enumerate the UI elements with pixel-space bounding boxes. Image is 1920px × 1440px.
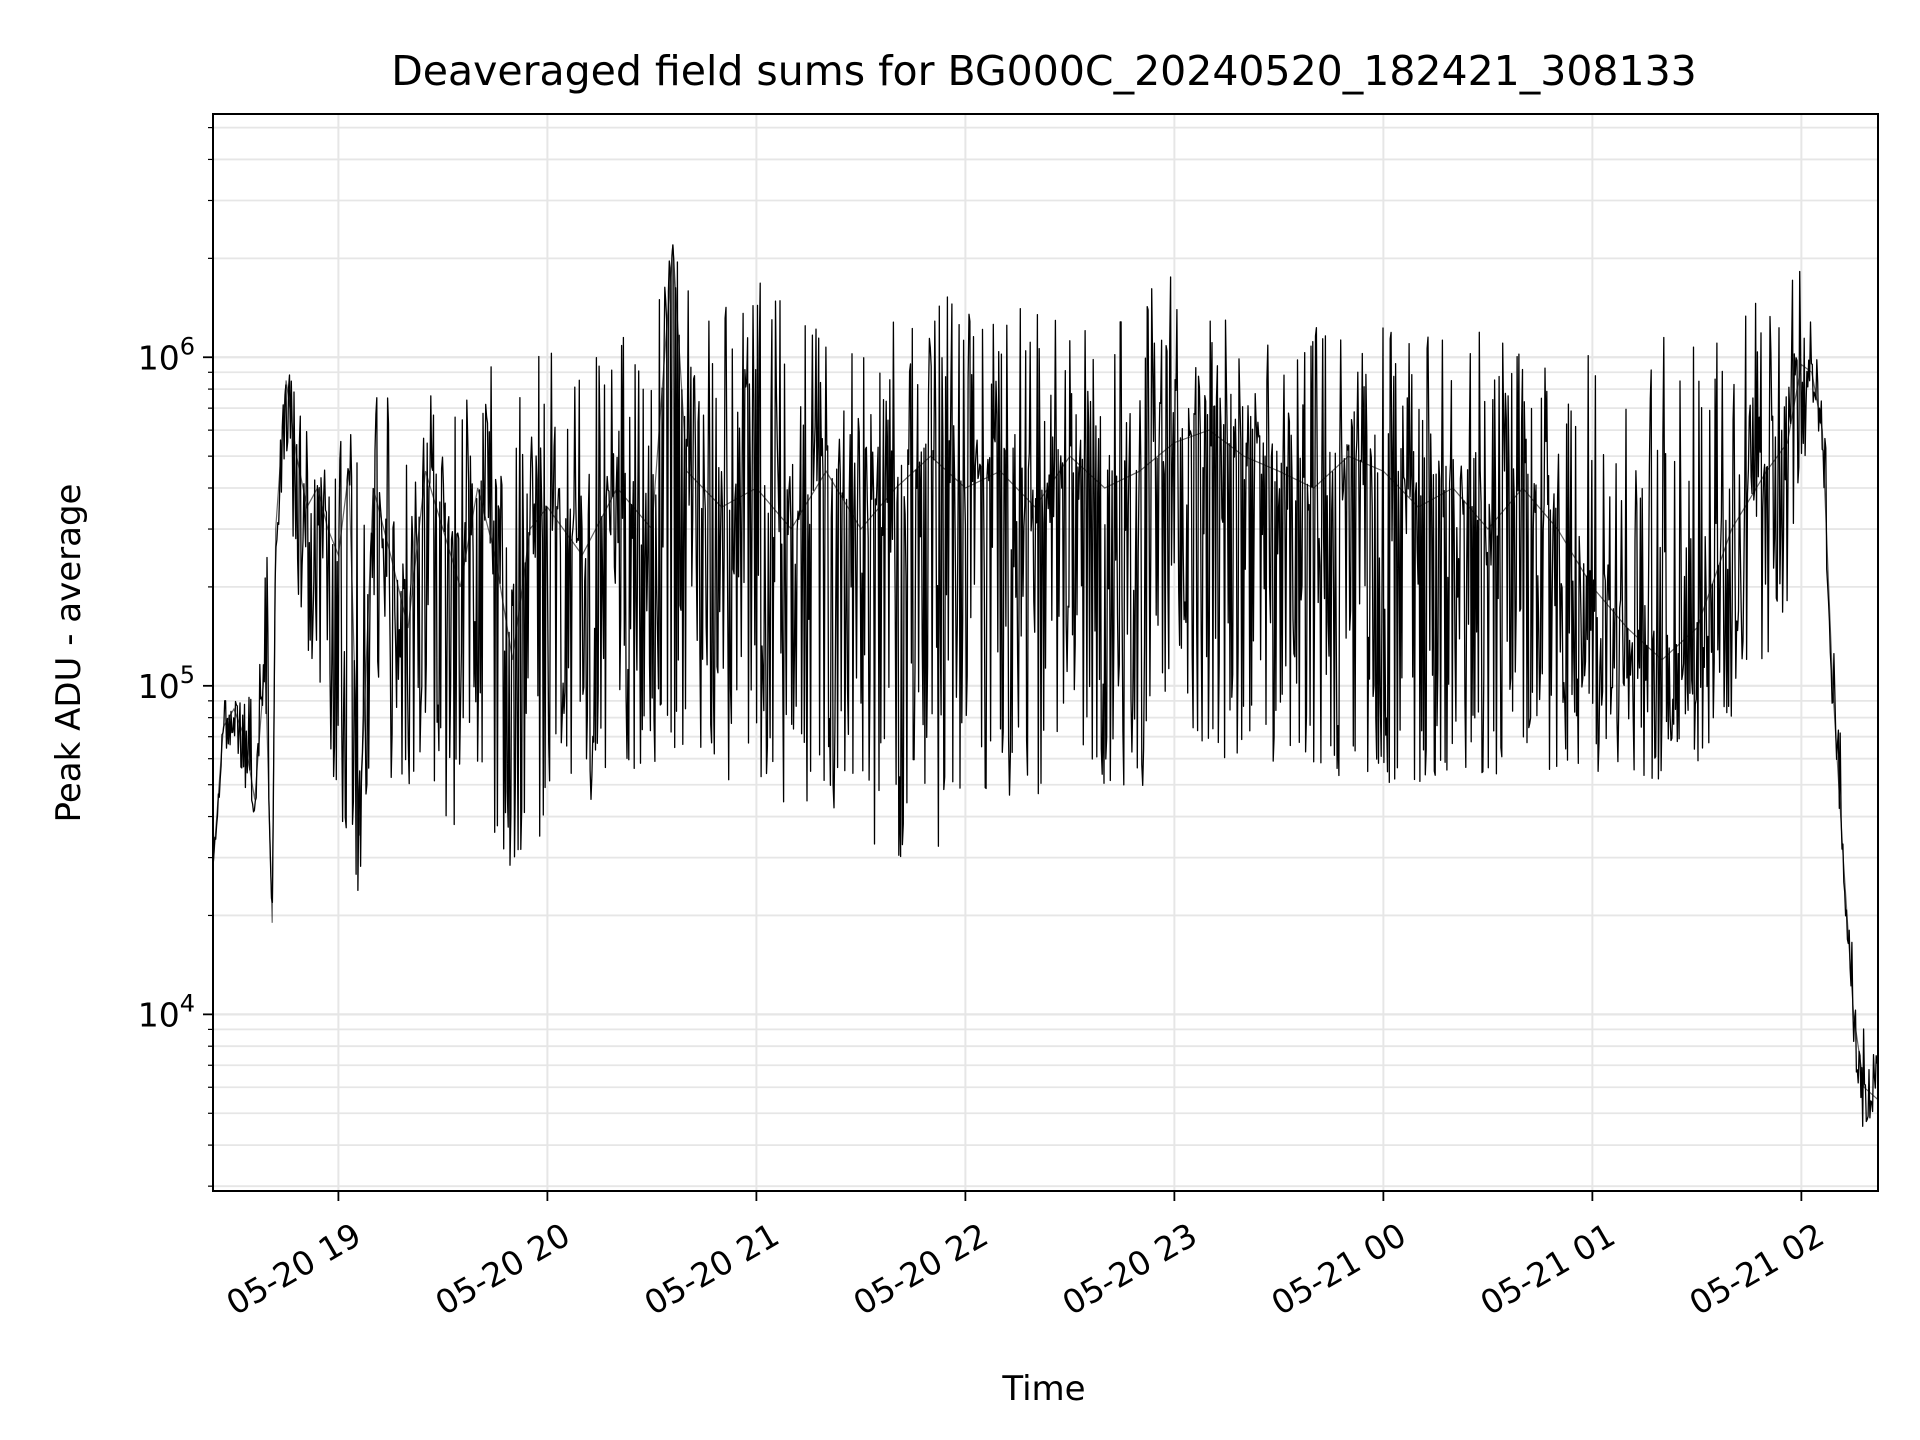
x-axis-label: Time [1001,1369,1085,1409]
chart-title: Deaveraged field sums for BG000C_2024052… [391,47,1697,95]
y-axis: 104 105 106 [138,126,213,1187]
y-axis-label: Peak ADU - average [49,484,89,823]
y-tick-label: 105 [138,661,195,706]
y-tick-label: 106 [138,332,195,377]
data-layer [212,244,1879,1127]
data-noise-trace [212,244,1878,1127]
grid-lines [213,114,1878,1191]
data-series-line [212,244,1879,1101]
y-tick-label: 104 [138,989,195,1034]
plot-frame [212,113,1879,1192]
